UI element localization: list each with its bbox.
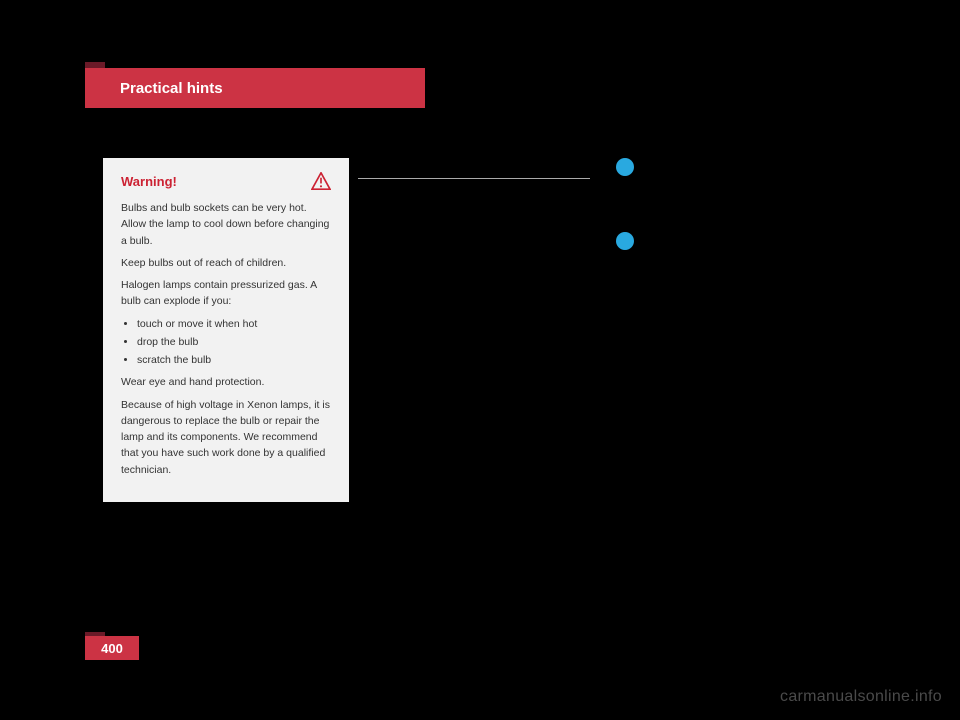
- header-title: Practical hints: [120, 80, 223, 97]
- warning-p3: Halogen lamps contain pressurized gas. A…: [121, 277, 331, 310]
- header-bar: Practical hints: [85, 68, 425, 108]
- page-number: 400: [85, 636, 139, 660]
- info-dot-1: [616, 158, 634, 176]
- warning-bullets: touch or move it when hot drop the bulb …: [121, 316, 331, 369]
- warning-triangle-icon: [311, 172, 331, 190]
- warning-title: Warning!: [121, 174, 177, 189]
- warning-p5: Because of high voltage in Xenon lamps, …: [121, 397, 331, 478]
- warning-header: Warning!: [121, 172, 331, 190]
- warning-p1: Bulbs and bulb sockets can be very hot. …: [121, 200, 331, 249]
- warning-bullet-2: drop the bulb: [137, 334, 331, 350]
- warning-p4: Wear eye and hand protection.: [121, 374, 331, 390]
- warning-body: Bulbs and bulb sockets can be very hot. …: [121, 200, 331, 478]
- divider-line: [358, 178, 590, 179]
- watermark: carmanualsonline.info: [780, 688, 942, 706]
- warning-p2: Keep bulbs out of reach of children.: [121, 255, 331, 271]
- warning-box: Warning! Bulbs and bulb sockets can be v…: [103, 158, 349, 502]
- info-dot-2: [616, 232, 634, 250]
- warning-bullet-1: touch or move it when hot: [137, 316, 331, 332]
- warning-bullet-3: scratch the bulb: [137, 352, 331, 368]
